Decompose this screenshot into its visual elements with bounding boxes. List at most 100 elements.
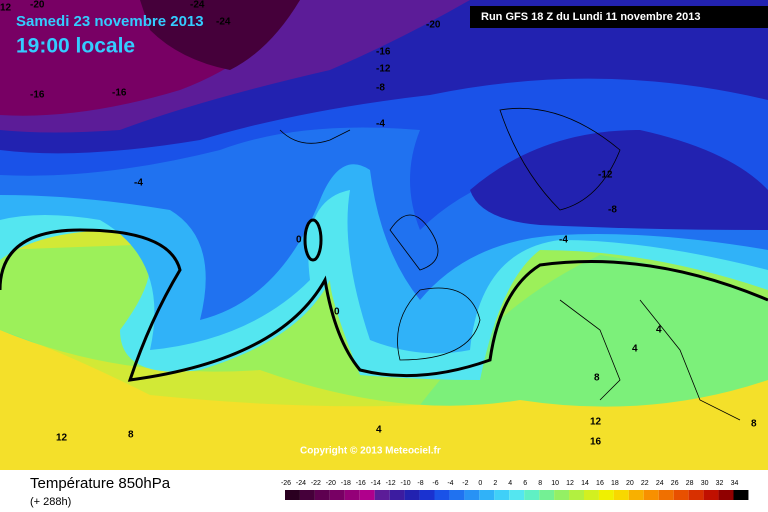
scale-swatch bbox=[718, 490, 734, 500]
scale-swatch bbox=[658, 490, 674, 500]
scale-label: 8 bbox=[538, 480, 542, 487]
scale-label: -4 bbox=[447, 480, 453, 487]
contour-label: 8 bbox=[128, 430, 134, 441]
contour-label: -8 bbox=[608, 205, 617, 216]
scale-swatch bbox=[329, 490, 345, 500]
scale-label: 24 bbox=[656, 480, 664, 487]
coastlines bbox=[279, 107, 741, 421]
contour-label: 12 bbox=[56, 433, 68, 444]
contour-label: -20 bbox=[30, 0, 45, 11]
scale-label: 10 bbox=[551, 480, 559, 487]
contour-labels: 12 -20 -24 -24 -20 -16 -16 -16 -12 -8 -4 -4 -12 -8 -4 0… bbox=[0, 0, 757, 448]
scale-swatch bbox=[613, 490, 629, 500]
scale-label: -6 bbox=[432, 480, 438, 487]
contour-label: 4 bbox=[632, 344, 638, 355]
scale-swatch bbox=[524, 490, 540, 500]
scale-label: 30 bbox=[701, 480, 709, 487]
scale-swatch bbox=[628, 490, 644, 500]
scale-swatch bbox=[344, 490, 360, 500]
contour-label: 8 bbox=[594, 373, 600, 384]
footer-lead: (+ 288h) bbox=[30, 496, 71, 508]
scale-label: 6 bbox=[523, 480, 527, 487]
scale-swatch bbox=[449, 490, 465, 500]
scale-label: 16 bbox=[596, 480, 604, 487]
scale-swatch bbox=[434, 490, 450, 500]
scale-swatch bbox=[643, 490, 659, 500]
scale-label: -8 bbox=[417, 480, 423, 487]
contour-label: -16 bbox=[30, 90, 45, 101]
scale-swatch bbox=[584, 490, 599, 500]
scale-label: 34 bbox=[731, 480, 739, 487]
contour-label: -12 bbox=[376, 64, 391, 75]
zero-isotherm bbox=[0, 228, 768, 382]
scale-label: 18 bbox=[611, 480, 619, 487]
contour-label: -4 bbox=[376, 119, 385, 130]
color-scale: -26 -24 -22 -20 -18 -16 -14 -12 -10 -8 -6 -4 -2 0 2 4 6 8… bbox=[281, 480, 749, 500]
forecast-time: 19:00 locale bbox=[16, 35, 135, 58]
scale-swatch bbox=[509, 490, 525, 500]
scale-swatch bbox=[404, 490, 420, 500]
scale-swatch bbox=[688, 490, 704, 500]
scale-label: 4 bbox=[508, 480, 512, 487]
scale-label: -18 bbox=[341, 480, 351, 487]
run-box bbox=[470, 6, 768, 28]
contour-label: -4 bbox=[134, 178, 143, 189]
scale-swatch bbox=[569, 490, 584, 500]
scale-label: 32 bbox=[716, 480, 724, 487]
scale-swatch bbox=[673, 490, 689, 500]
forecast-date: Samedi 23 novembre 2013 bbox=[16, 13, 204, 30]
scale-label: -10 bbox=[401, 480, 411, 487]
contour-label: -24 bbox=[216, 17, 231, 28]
scale-swatch bbox=[299, 490, 315, 500]
scale-label: 26 bbox=[671, 480, 679, 487]
scale-swatch bbox=[359, 490, 375, 500]
scale-swatch bbox=[554, 490, 570, 500]
scale-label: 28 bbox=[686, 480, 694, 487]
footer-title: Température 850hPa bbox=[30, 475, 171, 492]
scale-label: -20 bbox=[326, 480, 336, 487]
contour-label: 4 bbox=[656, 325, 662, 336]
contour-label: 8 bbox=[751, 419, 757, 430]
field-darkpurple bbox=[140, 0, 300, 70]
scale-label: 0 bbox=[478, 480, 482, 487]
scale-swatch bbox=[314, 490, 330, 500]
scale-label: -14 bbox=[371, 480, 381, 487]
scale-swatch bbox=[733, 490, 749, 500]
scale-swatch bbox=[464, 490, 480, 500]
contour-label: 0 bbox=[296, 235, 302, 246]
scale-swatch bbox=[285, 490, 300, 500]
contour-label: 0 bbox=[334, 307, 340, 318]
scale-label: 14 bbox=[581, 480, 589, 487]
scale-swatch bbox=[494, 490, 510, 500]
contour-label: 12 bbox=[0, 3, 12, 14]
scale-label: 2 bbox=[493, 480, 497, 487]
contour-label: 4 bbox=[376, 425, 382, 436]
scale-label: 20 bbox=[626, 480, 634, 487]
contour-label: -20 bbox=[426, 20, 441, 31]
contour-label: -4 bbox=[559, 235, 568, 246]
scale-swatch bbox=[479, 490, 495, 500]
scale-label: -24 bbox=[296, 480, 306, 487]
scale-label: -2 bbox=[462, 480, 468, 487]
scale-label: -26 bbox=[281, 480, 291, 487]
scale-label: 22 bbox=[641, 480, 649, 487]
scale-swatch bbox=[598, 490, 614, 500]
contour-label: -16 bbox=[376, 47, 391, 58]
scale-swatch bbox=[703, 490, 719, 500]
scale-label: 12 bbox=[566, 480, 574, 487]
scale-swatch bbox=[419, 490, 435, 500]
scale-label: -12 bbox=[386, 480, 396, 487]
cold-pool-east bbox=[470, 130, 768, 230]
contour-label: 12 bbox=[590, 417, 602, 428]
contour-label: -8 bbox=[376, 83, 385, 94]
contour-label: 16 bbox=[590, 437, 602, 448]
copyright: Copyright © 2013 Meteociel.fr bbox=[300, 446, 441, 457]
contour-label: -24 bbox=[190, 0, 205, 11]
scale-label: -22 bbox=[311, 480, 321, 487]
contour-label: -12 bbox=[598, 170, 613, 181]
run-text: Run GFS 18 Z du Lundi 11 novembre 2013 bbox=[481, 11, 700, 23]
contour-label: -16 bbox=[112, 88, 127, 99]
scale-swatch bbox=[374, 490, 390, 500]
